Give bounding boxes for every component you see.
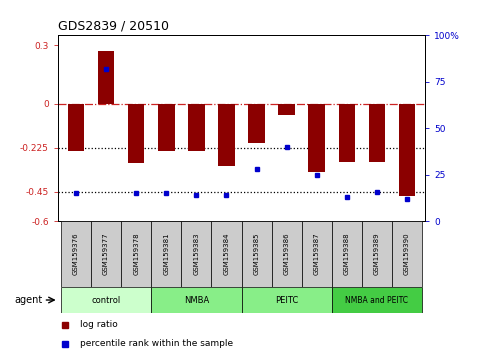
Bar — [332, 287, 422, 313]
Text: GSM159384: GSM159384 — [224, 233, 229, 275]
Bar — [398, 104, 415, 196]
Text: GSM159388: GSM159388 — [344, 233, 350, 275]
Bar — [61, 287, 151, 313]
Bar — [302, 221, 332, 287]
Bar — [188, 104, 205, 151]
Bar — [242, 287, 332, 313]
Text: log ratio: log ratio — [80, 320, 118, 329]
Text: GSM159386: GSM159386 — [284, 233, 290, 275]
Bar — [248, 104, 265, 143]
Bar — [91, 221, 121, 287]
Bar — [362, 221, 392, 287]
Bar — [128, 104, 144, 162]
Text: GSM159376: GSM159376 — [73, 233, 79, 275]
Text: GSM159378: GSM159378 — [133, 233, 139, 275]
Bar — [271, 221, 302, 287]
Text: percentile rank within the sample: percentile rank within the sample — [80, 339, 233, 348]
Bar — [151, 287, 242, 313]
Text: GSM159385: GSM159385 — [254, 233, 259, 275]
Text: GSM159383: GSM159383 — [193, 233, 199, 275]
Bar — [339, 104, 355, 161]
Bar — [151, 221, 181, 287]
Text: agent: agent — [14, 295, 43, 305]
Text: GSM159381: GSM159381 — [163, 233, 169, 275]
Bar — [212, 221, 242, 287]
Bar — [68, 104, 85, 151]
Text: GSM159389: GSM159389 — [374, 233, 380, 275]
Text: NMBA: NMBA — [184, 296, 209, 304]
Text: GSM159387: GSM159387 — [314, 233, 320, 275]
Text: GDS2839 / 20510: GDS2839 / 20510 — [58, 20, 169, 33]
Bar — [278, 104, 295, 115]
Bar — [181, 221, 212, 287]
Bar — [98, 51, 114, 104]
Bar — [158, 104, 174, 151]
Bar — [218, 104, 235, 166]
Bar — [392, 221, 422, 287]
Text: PEITC: PEITC — [275, 296, 298, 304]
Bar — [369, 104, 385, 161]
Text: GSM159390: GSM159390 — [404, 233, 410, 275]
Text: GSM159377: GSM159377 — [103, 233, 109, 275]
Bar — [309, 104, 325, 172]
Bar — [332, 221, 362, 287]
Text: NMBA and PEITC: NMBA and PEITC — [345, 296, 409, 304]
Bar — [61, 221, 91, 287]
Text: control: control — [91, 296, 121, 304]
Bar — [242, 221, 271, 287]
Bar — [121, 221, 151, 287]
